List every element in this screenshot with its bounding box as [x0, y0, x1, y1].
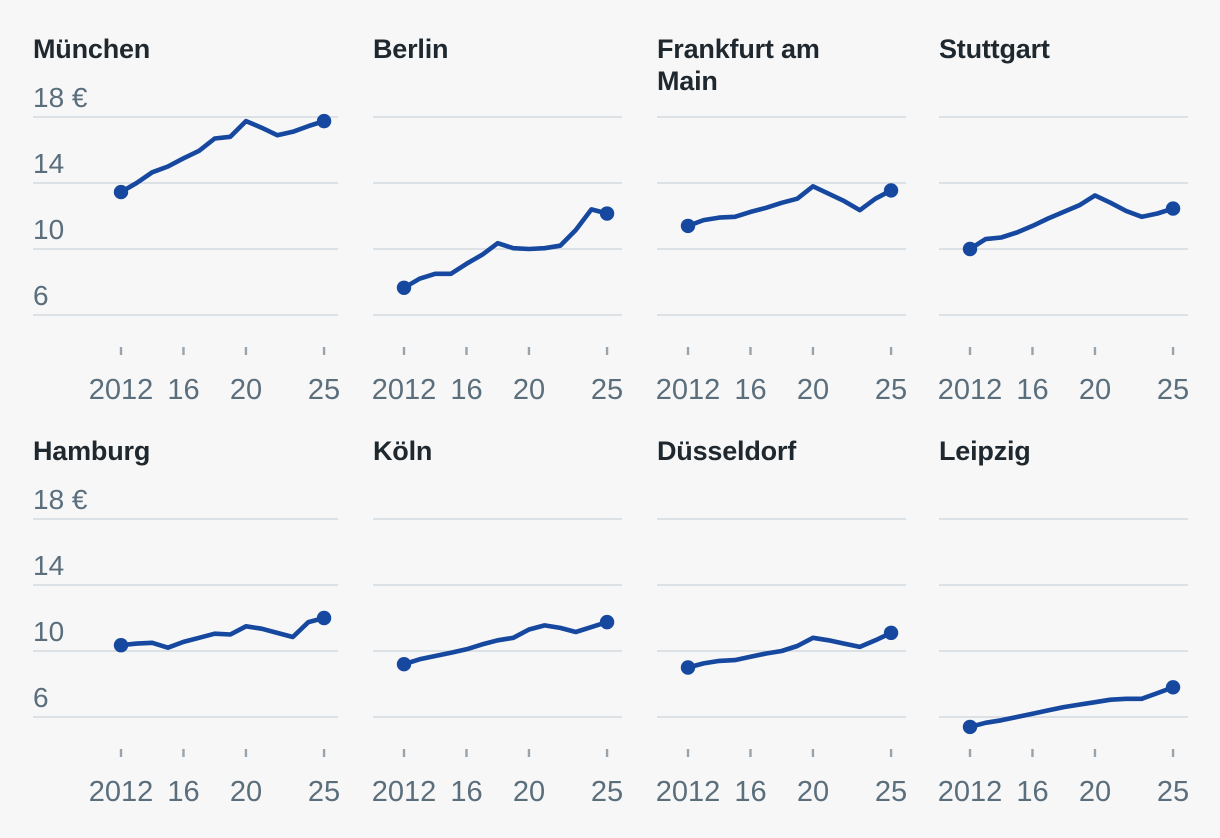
chart-title: München [33, 34, 151, 64]
x-axis-label: 2012 [372, 374, 437, 406]
end-dot [316, 113, 332, 129]
x-axis-label: 16 [167, 776, 199, 808]
data-line [967, 193, 1176, 252]
x-axis-label: 2012 [372, 776, 437, 808]
x-axis-label: 25 [875, 374, 907, 406]
end-dot [316, 610, 332, 626]
start-dot [962, 241, 978, 257]
line-chart: 2012 16 20 25 [372, 116, 623, 406]
chart-card-8: Leipzig 2012 16 20 25 [938, 435, 1189, 808]
start-dot [396, 280, 412, 295]
chart-card-7: Düsseldorf 2012 16 20 25 [656, 435, 907, 808]
x-axis-label: 25 [591, 776, 623, 808]
chart-card-6: Köln 2012 16 20 25 [372, 435, 623, 808]
x-axis-label: 2012 [89, 776, 154, 808]
start-dot [396, 657, 412, 672]
x-axis-label: 20 [1079, 776, 1111, 808]
x-axis-label: 20 [1079, 374, 1111, 406]
line-chart: 2012 16 20 25 [656, 518, 907, 808]
x-axis-label: 20 [230, 776, 262, 808]
x-axis-label: 16 [734, 374, 766, 406]
start-dot [680, 660, 696, 675]
x-axis-label: 20 [230, 374, 262, 406]
chart-title: Köln [373, 436, 433, 466]
end-dot [883, 625, 899, 641]
x-axis-label: 2012 [938, 374, 1003, 406]
y-axis-label: 10 [33, 616, 64, 647]
x-axis-label: 25 [1157, 374, 1189, 406]
line-chart: 18 € 14 10 6 2012 16 20 25 [33, 484, 340, 808]
data-line [967, 685, 1176, 730]
end-dot [599, 206, 615, 221]
line-chart: 2012 16 20 25 [938, 518, 1189, 808]
x-axis-label: 25 [308, 374, 340, 406]
chart-title: Stuttgart [939, 34, 1050, 64]
x-axis-label: 2012 [656, 776, 721, 808]
chart-card-3: Frankfurt am Main 2012 16 20 25 [656, 33, 907, 406]
x-axis-label: 20 [513, 374, 545, 406]
x-axis-label: 2012 [656, 374, 721, 406]
end-dot [599, 614, 615, 630]
start-dot [113, 184, 129, 200]
x-axis-label: 25 [875, 776, 907, 808]
x-axis-label: 20 [797, 374, 829, 406]
x-axis-label: 16 [734, 776, 766, 808]
start-dot [962, 719, 978, 735]
chart-title: Hamburg [33, 436, 151, 466]
end-dot [883, 183, 899, 198]
chart-card-1: München 18 € 14 10 6 2012 16 20 25 [33, 33, 340, 406]
data-line [118, 615, 327, 650]
start-dot [680, 218, 696, 234]
x-axis-label: 25 [1157, 776, 1189, 808]
line-chart: 2012 16 20 25 [372, 518, 623, 808]
chart-title: Frankfurt am Main [657, 34, 820, 96]
data-line [118, 118, 327, 195]
y-axis-label: 14 [33, 550, 64, 581]
data-line [401, 619, 610, 667]
line-chart: 18 € 14 10 6 2012 16 20 25 [33, 82, 340, 406]
y-axis-label: 18 € [33, 484, 88, 515]
chart-card-2: Berlin 2012 16 20 25 [372, 33, 623, 406]
x-axis-label: 2012 [938, 776, 1003, 808]
x-axis-label: 16 [450, 374, 482, 406]
x-axis-label: 16 [1016, 374, 1048, 406]
chart-card-4: Stuttgart 2012 16 20 25 [938, 33, 1189, 406]
chart-card-5: Hamburg 18 € 14 10 6 2012 16 20 25 [33, 435, 340, 808]
data-line [685, 630, 894, 670]
start-dot [113, 638, 129, 653]
x-axis-label: 16 [1016, 776, 1048, 808]
data-line [685, 184, 894, 229]
y-axis-label: 14 [33, 148, 64, 179]
x-axis-label: 2012 [89, 374, 154, 406]
x-axis-label: 25 [591, 374, 623, 406]
chart-title: Düsseldorf [657, 436, 797, 466]
x-axis-label: 16 [450, 776, 482, 808]
x-axis-label: 25 [308, 776, 340, 808]
y-axis-label: 6 [33, 280, 49, 311]
line-chart: 2012 16 20 25 [938, 116, 1189, 406]
x-axis-label: 16 [167, 374, 199, 406]
chart-title: Berlin [373, 34, 449, 64]
y-axis-label: 6 [33, 682, 49, 713]
data-line [401, 207, 610, 291]
y-axis-label: 18 € [33, 82, 88, 113]
y-axis-label: 10 [33, 214, 64, 245]
x-axis-label: 20 [797, 776, 829, 808]
line-chart: 2012 16 20 25 [656, 116, 907, 406]
end-dot [1165, 201, 1181, 216]
end-dot [1165, 680, 1181, 695]
x-axis-label: 20 [513, 776, 545, 808]
chart-title: Leipzig [939, 436, 1031, 466]
